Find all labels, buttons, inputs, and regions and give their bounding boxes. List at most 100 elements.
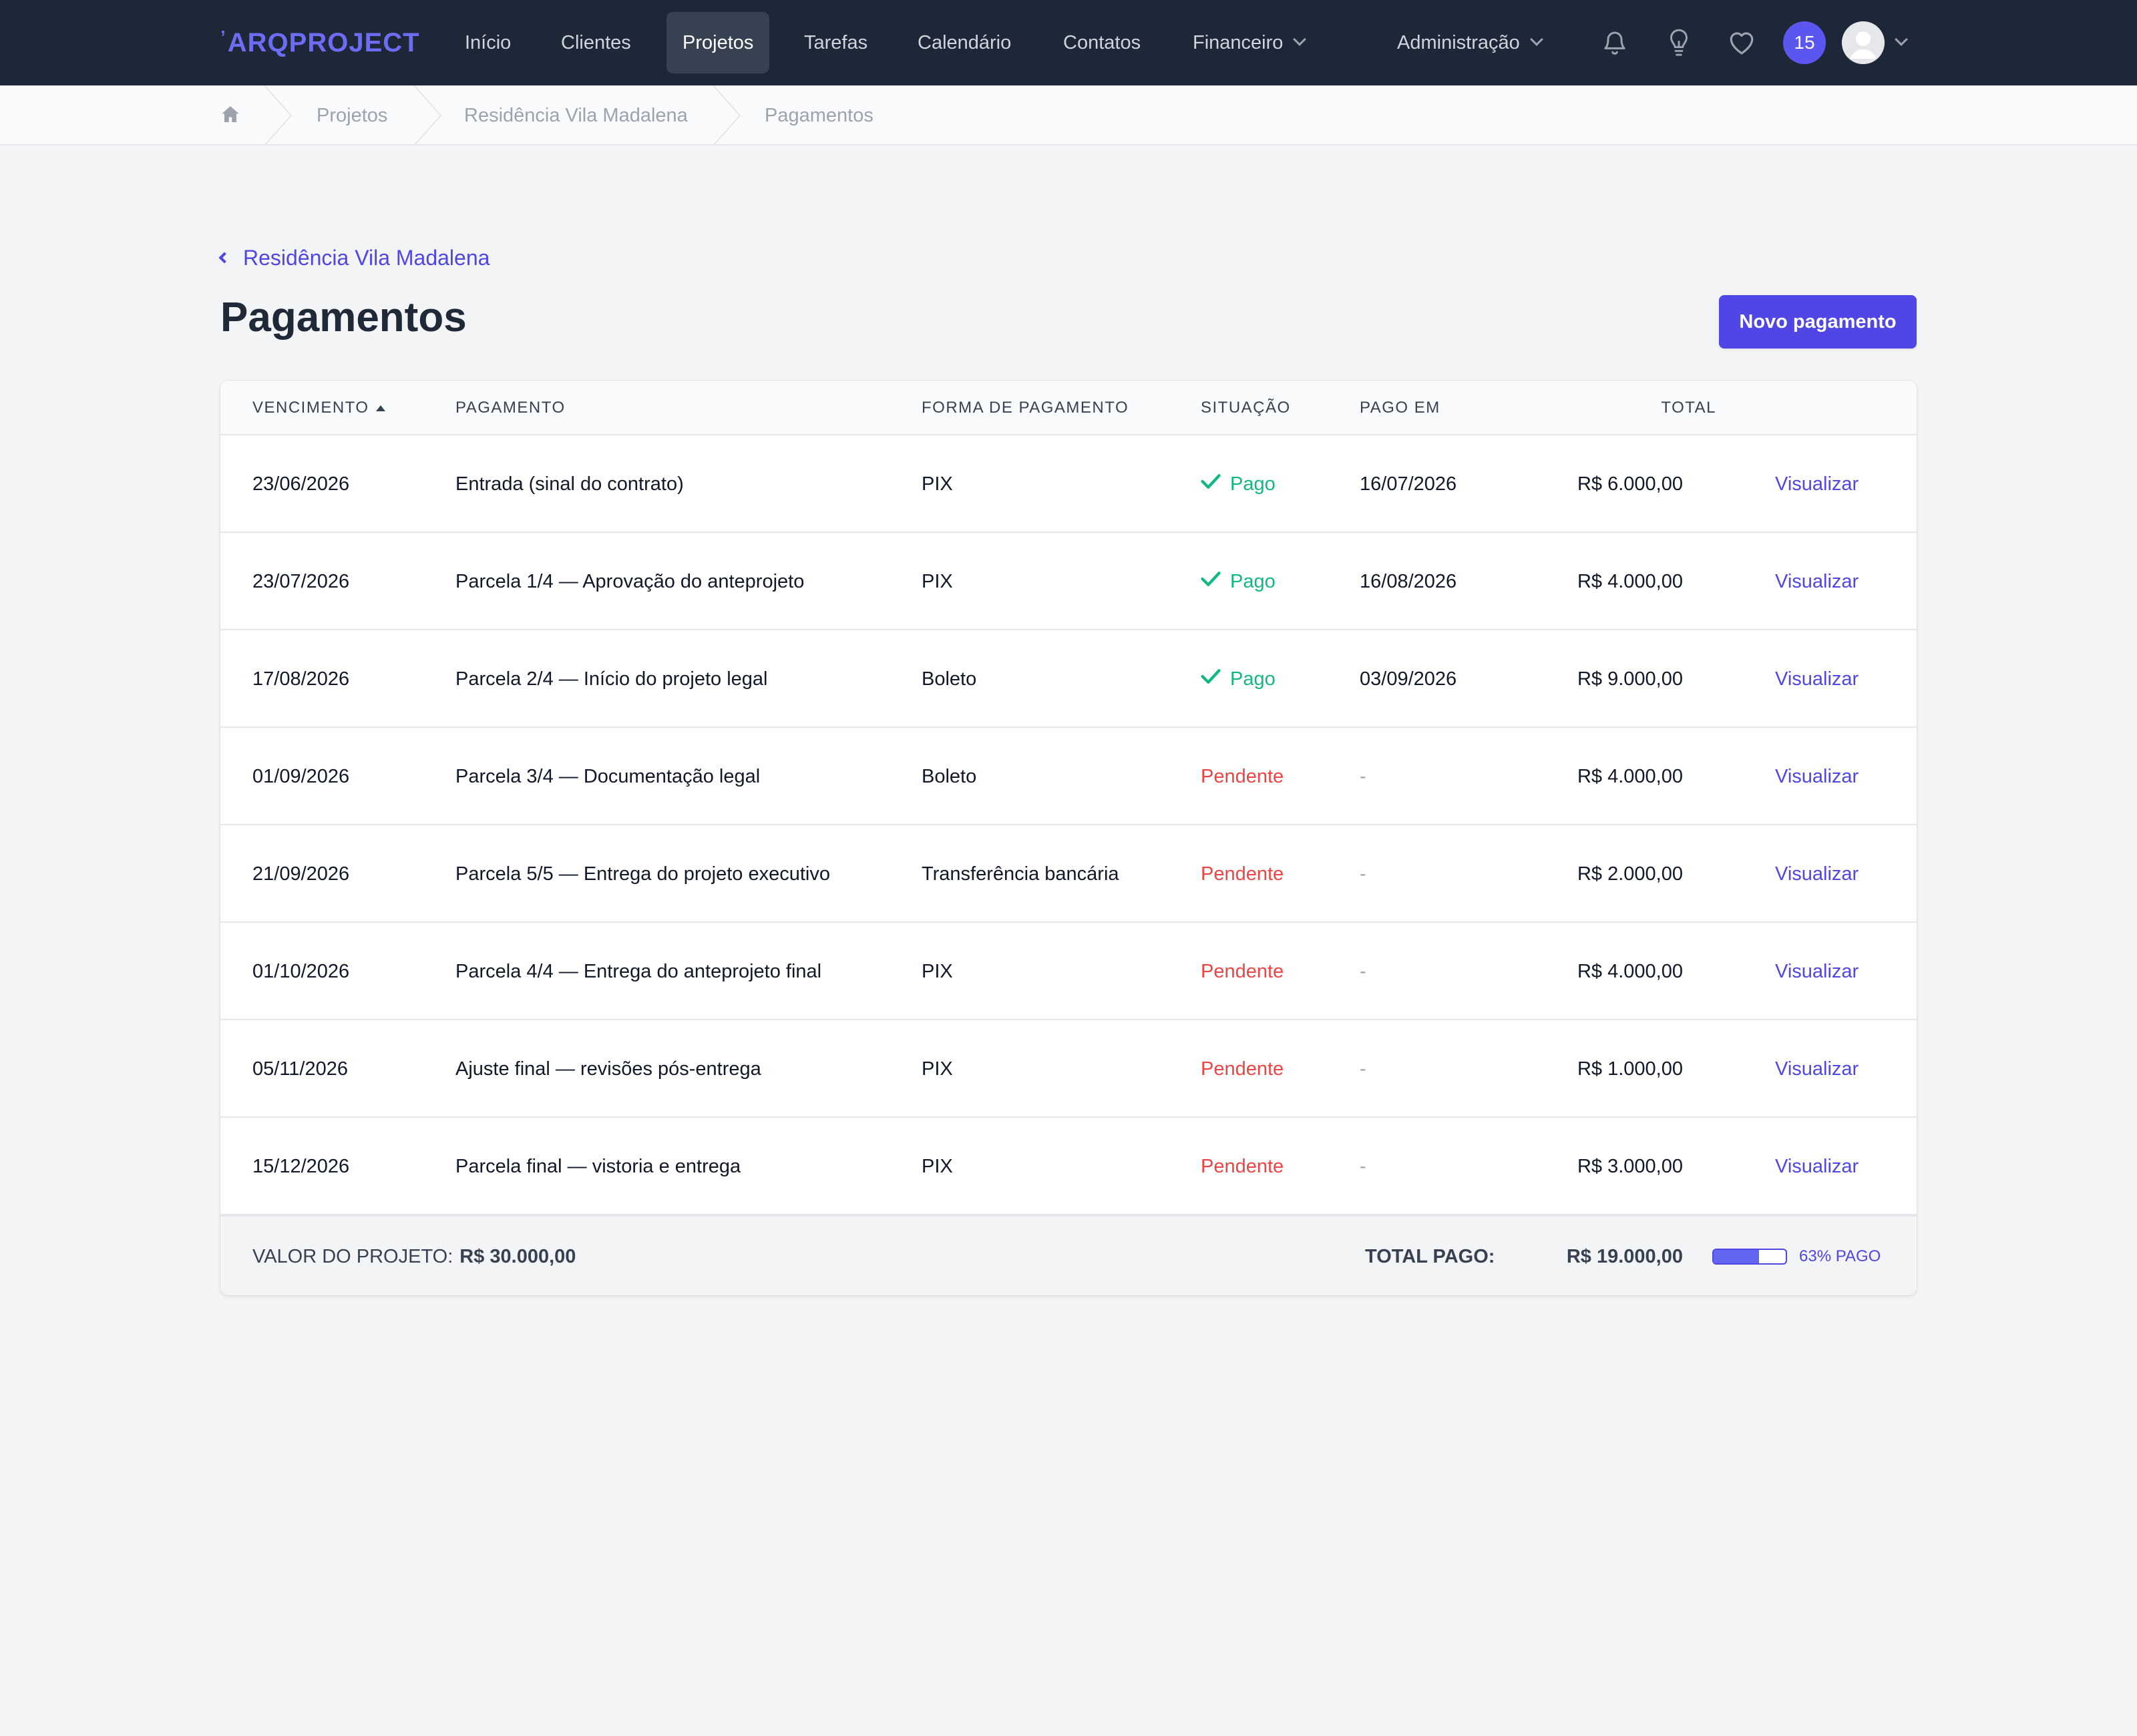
status-badge: Pago [1201, 533, 1276, 630]
breadcrumb-separator [264, 85, 293, 146]
status-label: Pendente [1201, 765, 1284, 787]
back-link-label: Residência Vila Madalena [243, 245, 490, 270]
cell-paid-on: - [1360, 765, 1366, 787]
nav-item-label: Contatos [1063, 31, 1141, 53]
check-icon [1201, 473, 1221, 495]
cell-due-date: 17/08/2026 [252, 668, 350, 690]
nav-item-label: Calendário [918, 31, 1012, 53]
cell-payment-method: Boleto [922, 765, 977, 787]
back-link[interactable]: Residência Vila Madalena [218, 243, 490, 272]
nav-item-contatos[interactable]: Contatos [1047, 12, 1157, 73]
badge-count: 15 [1794, 32, 1815, 53]
view-payment-link[interactable]: Visualizar [1775, 668, 1859, 690]
breadcrumb-item-project[interactable]: Residência Vila Madalena [464, 85, 688, 146]
chevron-down-icon [1529, 33, 1543, 46]
cell-payment-description: Parcela 4/4 — Entrega do anteprojeto fin… [455, 960, 822, 982]
breadcrumb-label: Residência Vila Madalena [464, 104, 688, 126]
page-title: Pagamentos [220, 294, 467, 341]
table-row: 15/12/2026 Parcela final — vistoria e ent… [220, 1118, 1917, 1215]
column-header-total: TOTAL [1661, 399, 1716, 417]
nav-item-inicio[interactable]: Início [449, 12, 527, 73]
status-label: Pago [1230, 570, 1276, 592]
status-badge: Pendente [1201, 1118, 1284, 1215]
cell-payment-method: PIX [922, 960, 953, 982]
project-value-amount: R$ 30.000,00 [459, 1245, 576, 1267]
view-payment-link[interactable]: Visualizar [1775, 1155, 1859, 1177]
breadcrumb-separator [713, 85, 741, 146]
cell-paid-on: 03/09/2026 [1360, 668, 1457, 690]
home-icon[interactable] [220, 104, 243, 127]
nav-item-label: Início [465, 31, 512, 53]
cell-paid-on: 16/07/2026 [1360, 473, 1457, 495]
view-payment-link[interactable]: Visualizar [1775, 960, 1859, 982]
project-value-label: VALOR DO PROJETO: [252, 1245, 453, 1267]
cell-total: R$ 4.000,00 [1577, 570, 1683, 592]
logo-text: ARQPROJECT [227, 27, 420, 57]
cell-total: R$ 1.000,00 [1577, 1058, 1683, 1080]
status-badge: Pendente [1201, 825, 1284, 923]
status-badge: Pago [1201, 630, 1276, 728]
status-label: Pago [1230, 668, 1276, 690]
column-header-paid-on: PAGO EM [1360, 399, 1440, 417]
cell-payment-method: PIX [922, 473, 953, 495]
cell-payment-description: Entrada (sinal do contrato) [455, 473, 684, 495]
nav-item-financeiro[interactable]: Financeiro [1177, 12, 1320, 73]
nav-item-clientes[interactable]: Clientes [545, 12, 647, 73]
column-header-method: FORMA DE PAGAMENTO [922, 399, 1129, 417]
new-payment-button[interactable]: Novo pagamento [1719, 295, 1917, 349]
lightbulb-icon[interactable] [1663, 27, 1695, 59]
cell-paid-on: - [1360, 1058, 1366, 1080]
nav-item-label: Administração [1397, 31, 1520, 53]
status-badge: Pago [1201, 435, 1276, 533]
check-icon [1201, 668, 1221, 690]
table-row: 21/09/2026 Parcela 5/5 — Entrega do proje… [220, 825, 1917, 923]
view-payment-link[interactable]: Visualizar [1775, 765, 1859, 787]
progress-fill [1714, 1250, 1760, 1263]
view-payment-link[interactable]: Visualizar [1775, 863, 1859, 885]
heart-icon[interactable] [1726, 27, 1758, 59]
status-label: Pendente [1201, 1058, 1284, 1080]
column-header-due[interactable]: VENCIMENTO [252, 381, 385, 435]
cell-payment-description: Parcela 2/4 — Início do projeto legal [455, 668, 768, 690]
status-badge: Pendente [1201, 923, 1284, 1020]
nav-item-label: Financeiro [1193, 31, 1284, 53]
table-row: 17/08/2026 Parcela 2/4 — Início do projet… [220, 630, 1917, 728]
table-footer: VALOR DO PROJETO: R$ 30.000,00 TOTAL PAG… [220, 1215, 1917, 1295]
cell-payment-method: PIX [922, 570, 953, 592]
table-row: 01/10/2026 Parcela 4/4 — Entrega do antep… [220, 923, 1917, 1020]
breadcrumb-item-projetos[interactable]: Projetos [317, 85, 387, 146]
notification-count-badge[interactable]: 15 [1783, 21, 1826, 64]
view-payment-link[interactable]: Visualizar [1775, 570, 1859, 592]
cell-total: R$ 9.000,00 [1577, 668, 1683, 690]
nav-item-label: Clientes [561, 31, 631, 53]
nav-item-calendario[interactable]: Calendário [902, 12, 1027, 73]
cell-payment-description: Parcela 1/4 — Aprovação do anteprojeto [455, 570, 805, 592]
breadcrumb-item-pagamentos[interactable]: Pagamentos [765, 85, 873, 146]
nav-item-administracao[interactable]: Administração [1381, 12, 1557, 73]
cell-total: R$ 3.000,00 [1577, 1155, 1683, 1177]
nav-item-tarefas[interactable]: Tarefas [788, 12, 884, 73]
view-payment-link[interactable]: Visualizar [1775, 1058, 1859, 1080]
table-row: 01/09/2026 Parcela 3/4 — Documentação leg… [220, 728, 1917, 825]
breadcrumb-label: Projetos [317, 104, 388, 126]
table-row: 23/06/2026 Entrada (sinal do contrato) PIX… [220, 435, 1917, 533]
app-logo[interactable]: ’ ARQPROJECT [220, 24, 420, 61]
cell-due-date: 01/10/2026 [252, 960, 350, 982]
column-header-label: VENCIMENTO [252, 399, 369, 417]
logo-mark: ’ [220, 27, 226, 47]
cell-payment-method: Transferência bancária [922, 863, 1119, 885]
sort-ascending-icon [375, 405, 385, 411]
chevron-down-icon [1293, 33, 1307, 46]
status-badge: Pendente [1201, 1020, 1284, 1118]
avatar[interactable] [1842, 21, 1885, 64]
cell-paid-on: - [1360, 1155, 1366, 1177]
breadcrumb-label: Pagamentos [765, 104, 873, 126]
chevron-left-icon [218, 252, 230, 264]
cell-total: R$ 2.000,00 [1577, 863, 1683, 885]
bell-icon[interactable] [1599, 27, 1631, 59]
status-label: Pendente [1201, 1155, 1284, 1177]
chevron-down-icon[interactable] [1895, 33, 1908, 46]
nav-item-projetos[interactable]: Projetos [666, 12, 770, 73]
cell-payment-description: Parcela 3/4 — Documentação legal [455, 765, 761, 787]
view-payment-link[interactable]: Visualizar [1775, 473, 1859, 495]
